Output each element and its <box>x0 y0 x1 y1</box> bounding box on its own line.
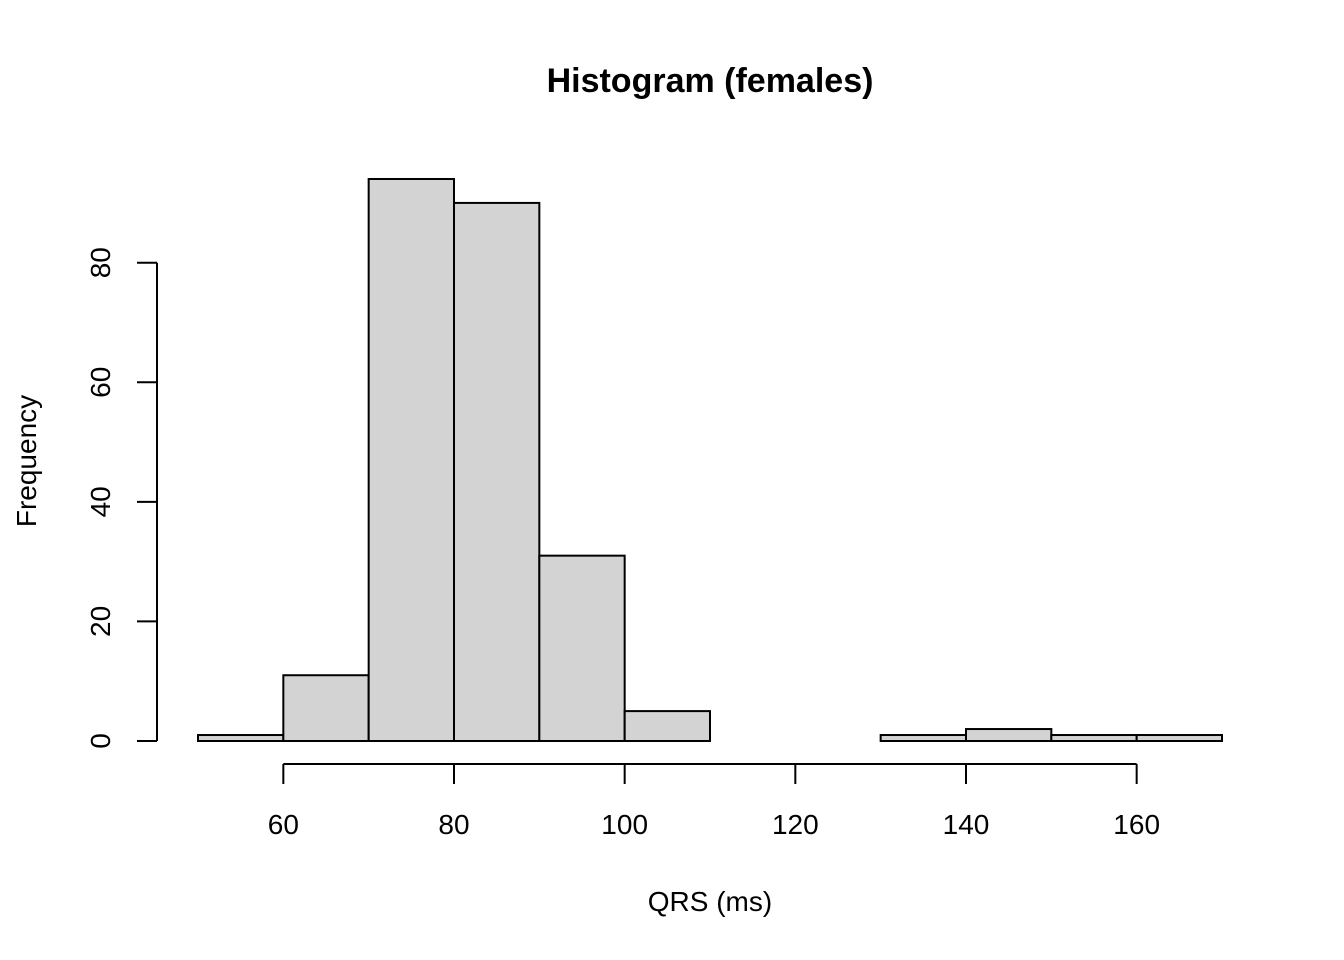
x-tick-label: 160 <box>1113 809 1160 840</box>
histogram-bar-60-70 <box>282 674 370 743</box>
x-tick-label: 120 <box>772 809 819 840</box>
y-tick-label: 40 <box>85 486 116 517</box>
y-tick-label: 80 <box>85 247 116 278</box>
histogram-bar-80-90 <box>453 201 541 742</box>
y-axis-label: Frequency <box>11 395 42 527</box>
histogram-bars <box>197 178 1223 743</box>
histogram-bar-90-100 <box>538 554 626 742</box>
x-tick-label: 100 <box>601 809 648 840</box>
x-tick-label: 60 <box>268 809 299 840</box>
y-tick-label: 60 <box>85 367 116 398</box>
y-axis: 0 20 40 60 80 <box>85 247 158 749</box>
x-tick-label: 80 <box>438 809 469 840</box>
histogram-bar-70-80 <box>367 178 455 742</box>
x-axis-label: QRS (ms) <box>648 886 772 917</box>
histogram-bar-160-170 <box>1135 734 1223 743</box>
histogram-bar-140-150 <box>965 728 1053 742</box>
x-tick-label: 140 <box>943 809 990 840</box>
histogram-bar-130-140 <box>879 734 968 743</box>
x-axis: 60 80 100 120 140 160 <box>268 763 1160 840</box>
y-tick-label: 20 <box>85 606 116 637</box>
histogram-bar-50-60 <box>197 734 285 743</box>
histogram-bar-150-160 <box>1050 734 1138 743</box>
y-tick-label: 0 <box>85 733 116 749</box>
chart-title: Histogram (females) <box>547 62 874 100</box>
histogram-bar-100-110 <box>623 710 712 743</box>
